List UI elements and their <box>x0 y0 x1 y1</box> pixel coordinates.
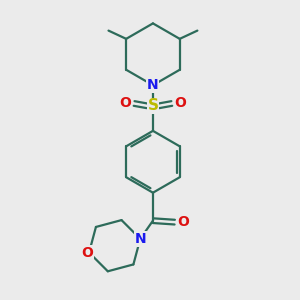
Text: S: S <box>147 98 158 113</box>
Text: O: O <box>119 97 131 110</box>
Text: N: N <box>134 232 146 246</box>
Text: O: O <box>175 97 187 110</box>
Text: N: N <box>147 78 159 92</box>
Text: O: O <box>82 246 94 260</box>
Text: O: O <box>177 215 189 229</box>
